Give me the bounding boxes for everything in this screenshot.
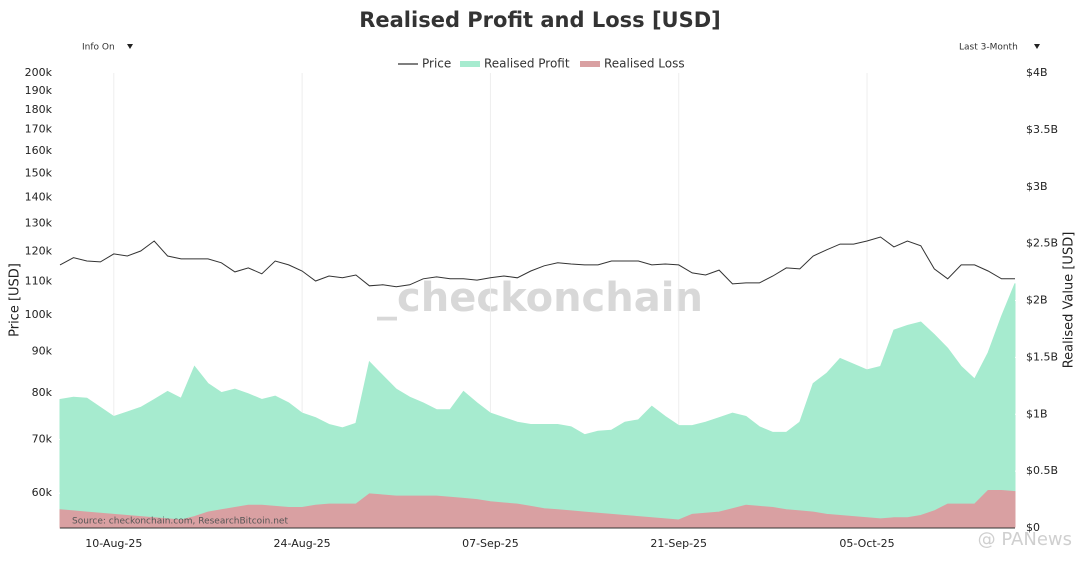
y-tick-label: 200k	[25, 66, 53, 79]
y-tick-label: 60k	[32, 486, 53, 499]
y-tick-label: 110k	[25, 275, 53, 288]
x-tick-label: 07-Sep-25	[462, 537, 519, 550]
y2-tick-label: $3B	[1026, 180, 1048, 193]
info-toggle[interactable]: Info On	[82, 43, 115, 53]
x-tick-label: 21-Sep-25	[650, 537, 707, 550]
range-select[interactable]: Last 3-Month	[959, 43, 1018, 53]
corner-watermark: @ PANews	[978, 529, 1072, 550]
legend-swatch	[460, 61, 480, 67]
area	[59, 490, 1016, 529]
source-note: Source: checkonchain.com, ResearchBitcoi…	[72, 517, 288, 527]
y-tick-label: 180k	[25, 103, 53, 116]
y2-axis-title: Realised Value [USD]	[1062, 232, 1077, 369]
y-tick-label: 90k	[32, 345, 53, 358]
y2-tick-label: $3.5B	[1026, 123, 1058, 136]
x-tick-label: 10-Aug-25	[85, 537, 142, 550]
y2-tick-label: $0.5B	[1026, 464, 1058, 477]
watermark: _checkonchain	[377, 275, 703, 321]
x-tick-label: 05-Oct-25	[839, 537, 894, 550]
y-axis-title: Price [USD]	[8, 263, 23, 337]
legend-label: Price	[422, 57, 451, 71]
y-tick-label: 190k	[25, 84, 53, 97]
dropdown-arrow	[1034, 44, 1040, 49]
y-tick-label: 170k	[25, 123, 53, 136]
chart-title: Realised Profit and Loss [USD]	[359, 8, 721, 32]
y-tick-label: 150k	[25, 166, 53, 179]
area	[59, 283, 1016, 529]
y2-tick-label: $1.5B	[1026, 350, 1058, 363]
legend: Price Realised Profit Realised Loss	[398, 57, 685, 71]
y-tick-label: 140k	[25, 190, 53, 203]
legend-label: Realised Loss	[604, 57, 685, 71]
legend-swatch	[580, 61, 600, 67]
plot-area	[59, 73, 1016, 529]
y2-tick-label: $2.5B	[1026, 237, 1058, 250]
y2-tick-label: $2B	[1026, 294, 1048, 307]
x-tick-label: 24-Aug-25	[274, 537, 331, 550]
legend-label: Realised Profit	[484, 57, 570, 71]
y-tick-label: 100k	[25, 308, 53, 321]
y-tick-label: 80k	[32, 386, 53, 399]
line	[59, 236, 1015, 288]
dropdown-arrow	[127, 44, 133, 49]
y-tick-label: 130k	[25, 216, 53, 229]
y-tick-label: 160k	[25, 144, 53, 157]
y-tick-label: 120k	[25, 244, 53, 257]
y2-tick-label: $1B	[1026, 407, 1048, 420]
y2-tick-label: $0	[1026, 521, 1040, 534]
y-tick-label: 70k	[32, 432, 53, 445]
y2-tick-label: $4B	[1026, 66, 1048, 79]
